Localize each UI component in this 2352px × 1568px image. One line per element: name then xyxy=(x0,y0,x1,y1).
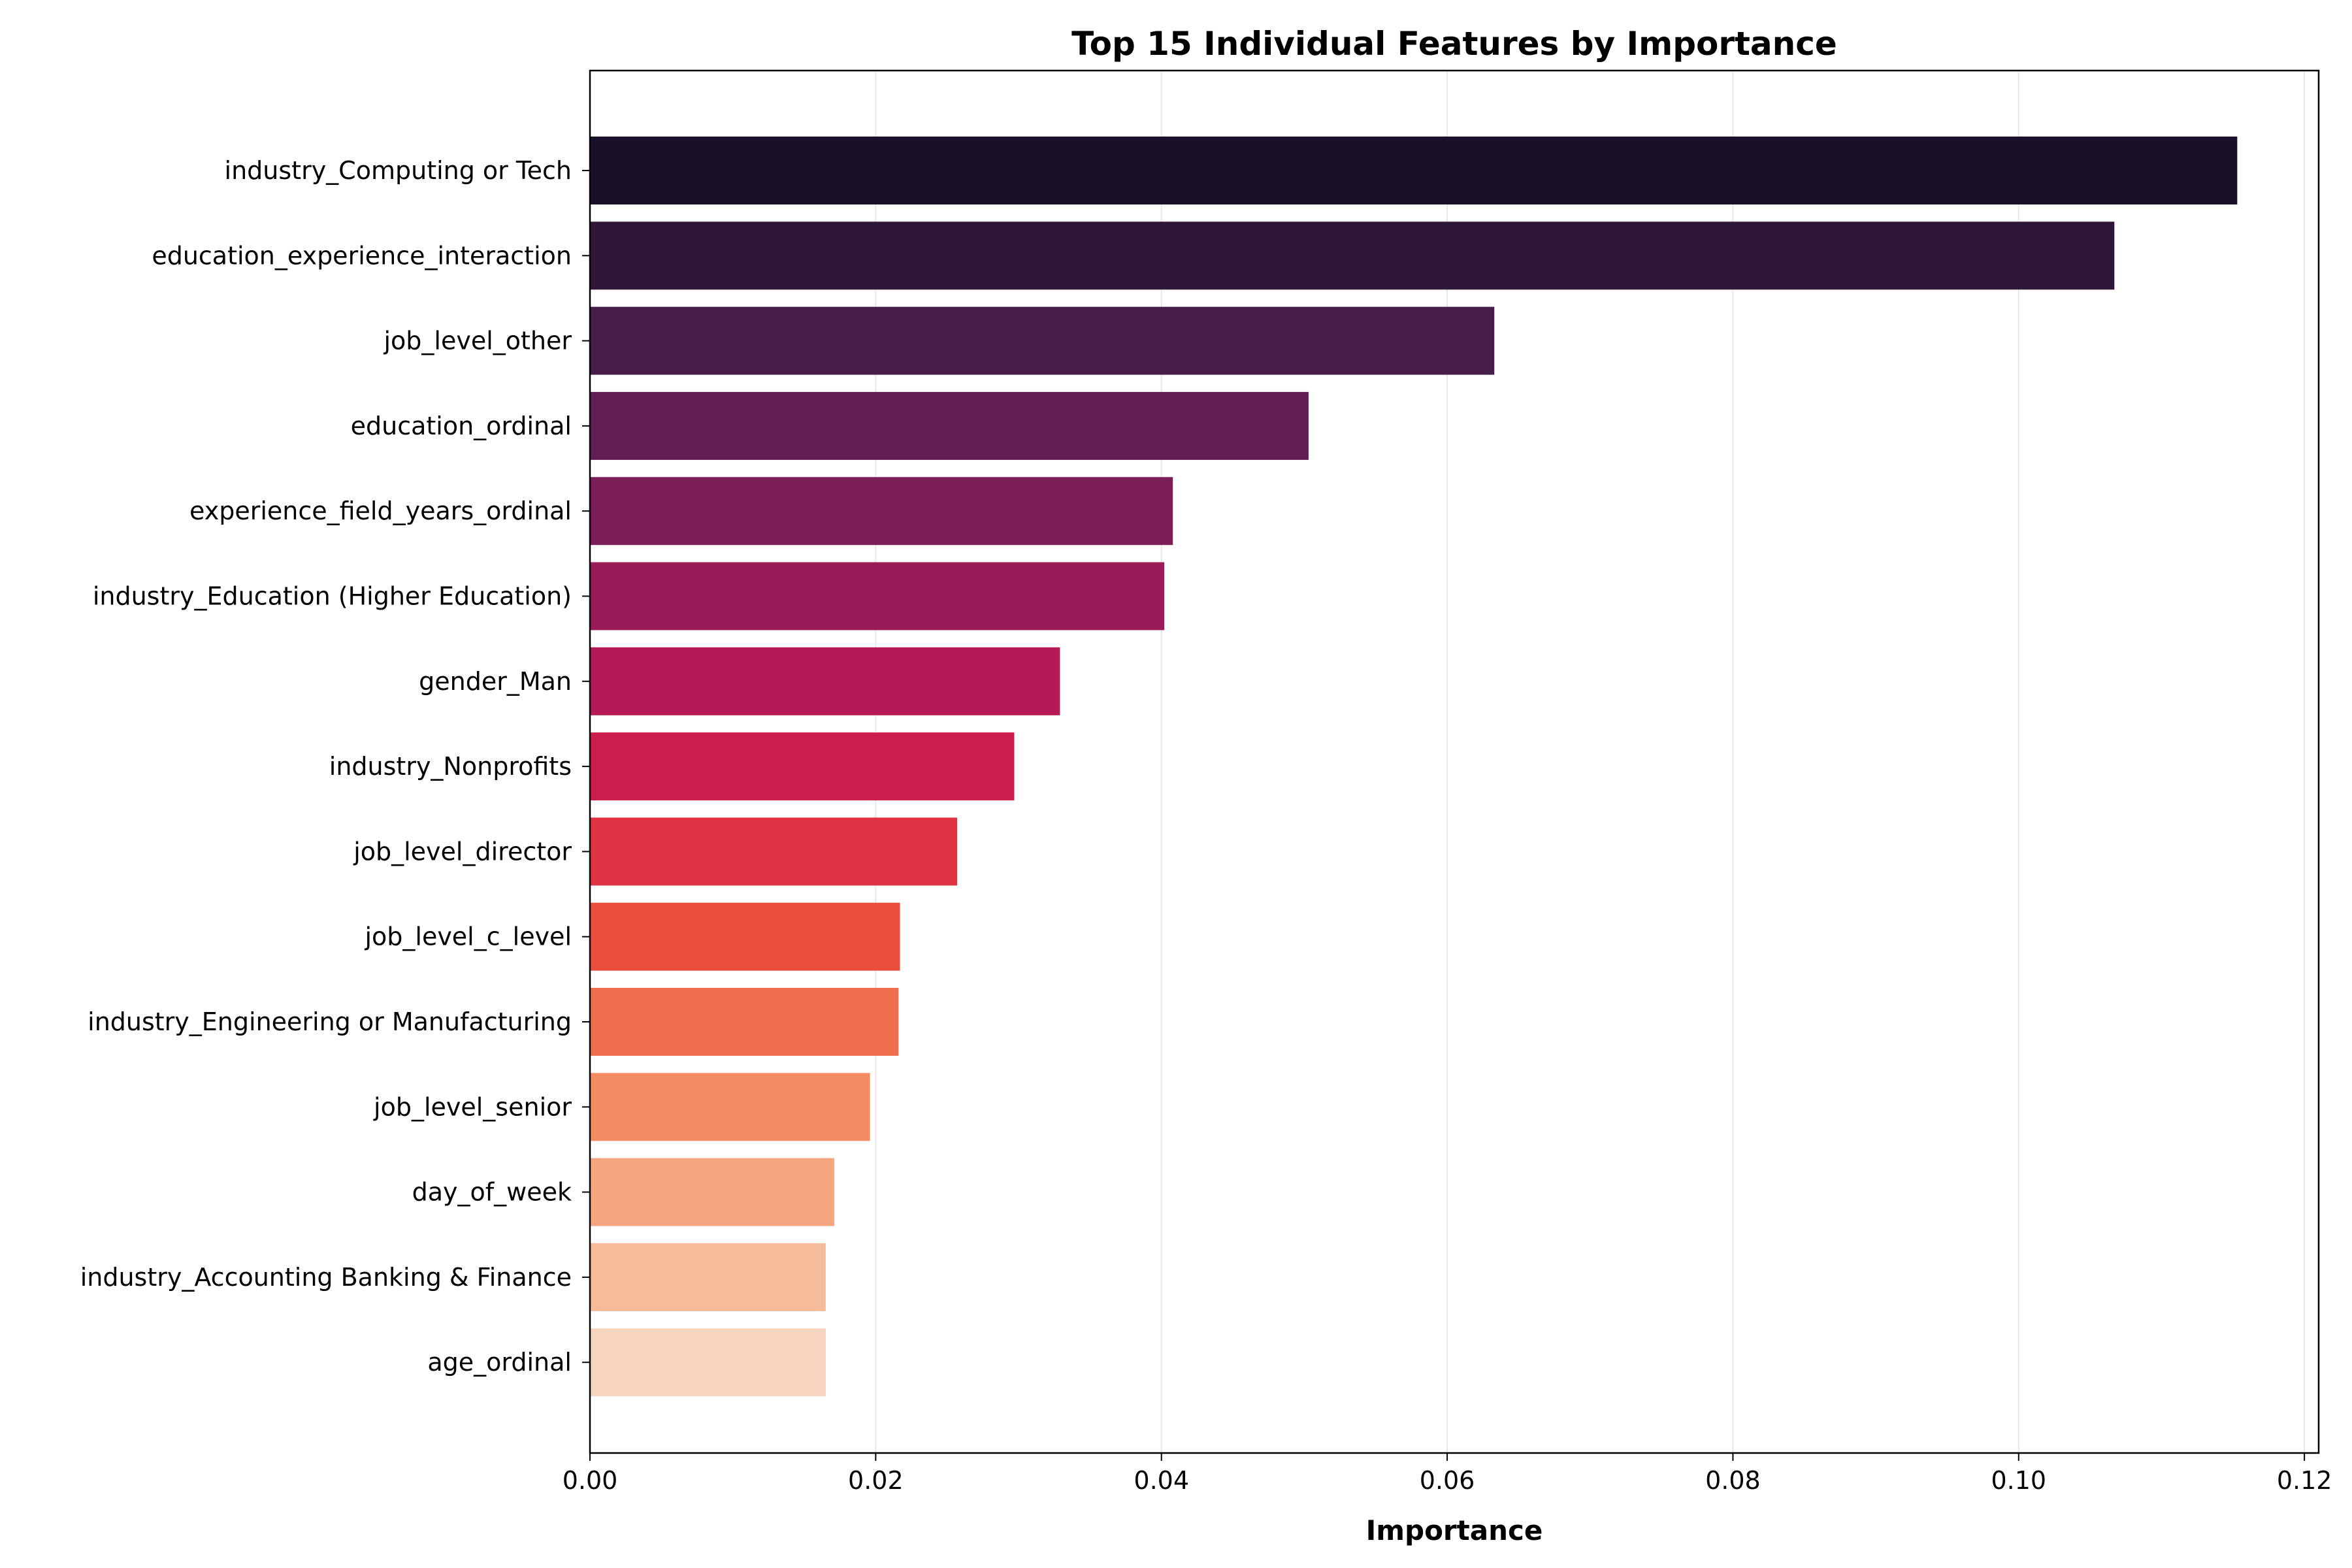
bar xyxy=(590,1243,826,1311)
y-tick-label: industry_Engineering or Manufacturing xyxy=(88,1007,572,1036)
y-tick-label: job_level_other xyxy=(383,327,572,355)
y-tick-label: industry_Accounting Banking & Finance xyxy=(80,1263,572,1292)
y-tick-label: education_experience_interaction xyxy=(152,241,572,270)
chart-title: Top 15 Individual Features by Importance xyxy=(1071,25,1837,63)
bar xyxy=(590,137,2238,204)
y-tick-label: industry_Computing or Tech xyxy=(225,156,572,185)
y-tick-label: gender_Man xyxy=(419,667,572,696)
y-tick-label: experience_field_years_ordinal xyxy=(189,497,572,525)
bar xyxy=(590,477,1173,546)
x-ticks: 0.00 0.02 0.04 0.06 0.08 0.10 0.12 xyxy=(563,1453,2332,1495)
bar xyxy=(590,221,2115,290)
bar xyxy=(590,306,1495,375)
bar xyxy=(590,1328,826,1397)
bar xyxy=(590,817,958,886)
y-tick-label: day_of_week xyxy=(412,1178,572,1207)
bar xyxy=(590,732,1015,801)
y-tick-label: job_level_senior xyxy=(373,1092,572,1121)
bar xyxy=(590,647,1060,715)
bar xyxy=(590,1073,870,1141)
x-tick-label: 0.00 xyxy=(563,1466,618,1495)
x-axis-label: Importance xyxy=(1366,1514,1543,1546)
x-tick-label: 0.12 xyxy=(2277,1466,2332,1495)
y-tick-label: job_level_c_level xyxy=(364,923,572,951)
x-gridlines xyxy=(589,71,2306,1453)
y-tick-labels: industry_Computing or Tech education_expe… xyxy=(80,156,590,1377)
bar-series xyxy=(590,137,2238,1397)
plot-frame xyxy=(589,69,2320,1454)
y-tick-label: age_ordinal xyxy=(427,1348,572,1377)
bar xyxy=(590,1158,834,1226)
y-tick-label: education_ordinal xyxy=(351,412,572,440)
x-tick-label: 0.10 xyxy=(1991,1466,2046,1495)
x-tick-label: 0.08 xyxy=(1705,1466,1761,1495)
bar xyxy=(590,988,899,1056)
x-tick-label: 0.02 xyxy=(848,1466,904,1495)
y-tick-label: industry_Nonprofits xyxy=(329,752,572,781)
x-tick-label: 0.04 xyxy=(1134,1466,1189,1495)
x-tick-label: 0.06 xyxy=(1420,1466,1475,1495)
bar xyxy=(590,562,1165,630)
y-tick-label: industry_Education (Higher Education) xyxy=(93,582,572,611)
y-tick-label: job_level_director xyxy=(353,837,572,866)
bar xyxy=(590,391,1309,460)
bar xyxy=(590,902,900,971)
